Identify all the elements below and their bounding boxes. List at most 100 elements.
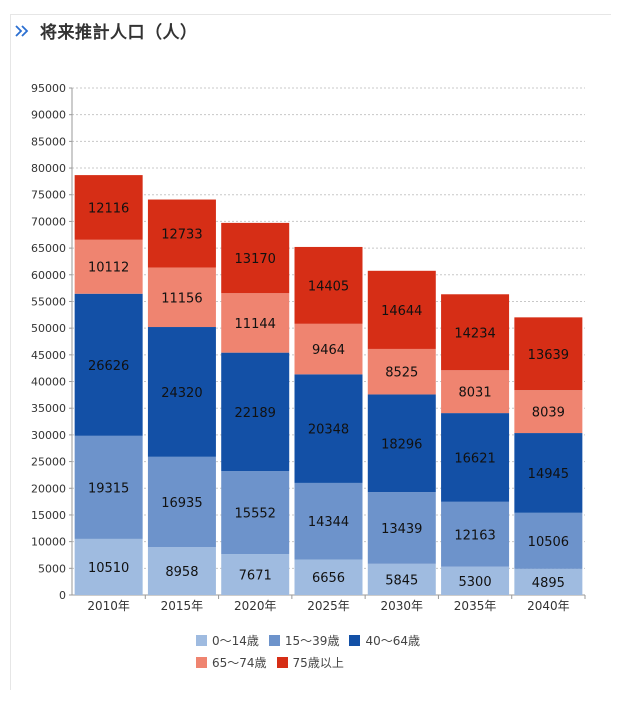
x-tick-label: 2010年 [87, 599, 130, 613]
bar-segment [74, 538, 143, 595]
bar-segment [221, 293, 290, 353]
data-label: 14344 [308, 515, 349, 530]
data-label: 8031 [459, 386, 492, 401]
y-tick-label: 40000 [31, 376, 66, 389]
data-label: 13639 [528, 348, 569, 363]
data-label: 12733 [161, 228, 202, 243]
data-label: 16621 [454, 451, 495, 466]
legend-swatch [276, 656, 288, 668]
bar-segment [514, 317, 583, 391]
x-tick-label: 2040年 [527, 599, 570, 613]
bar-segment [441, 413, 510, 502]
legend-label: 15～39歳 [284, 633, 340, 648]
data-label: 12116 [88, 201, 129, 216]
data-label: 11156 [161, 291, 202, 306]
legend-item: 40～64歳 [349, 632, 420, 649]
bar-segment [147, 547, 216, 595]
bar-segment [221, 471, 290, 555]
data-label: 11144 [235, 317, 276, 332]
legend-row: 65～74歳 75歳以上 [196, 652, 496, 672]
bar-segment [514, 568, 583, 595]
bar-segment [221, 554, 290, 595]
y-tick-label: 15000 [31, 509, 66, 522]
y-tick-label: 55000 [31, 295, 66, 308]
data-label: 19315 [88, 481, 129, 496]
bar-segment [74, 435, 143, 539]
bar-segment [147, 267, 216, 328]
bar-segment [294, 559, 363, 595]
data-label: 14945 [528, 467, 569, 482]
data-label: 16935 [161, 496, 202, 511]
bar-segment [441, 566, 510, 595]
data-label: 5845 [385, 573, 418, 588]
bar-segment [441, 370, 510, 414]
bar-segment [367, 563, 436, 595]
legend-swatch [196, 634, 207, 646]
bar-segment [514, 390, 583, 434]
y-tick-label: 70000 [31, 215, 66, 228]
bar-segment [74, 239, 143, 294]
legend-item: 65～74歳 [196, 654, 267, 671]
legend-label: 0～14歳 [212, 633, 259, 648]
y-tick-label: 35000 [31, 402, 66, 415]
data-label: 8958 [165, 565, 198, 580]
bar-segment [367, 492, 436, 564]
y-tick-label: 60000 [31, 269, 66, 282]
data-label: 22189 [235, 406, 276, 421]
data-label: 18296 [381, 437, 422, 452]
legend-label: 75歳以上 [292, 655, 344, 670]
chart-legend: 0～14歳 15～39歳 40～64歳 65～74歳 75歳以上 [196, 630, 496, 674]
legend-row: 0～14歳 15～39歳 40～64歳 [196, 630, 496, 650]
bar-segment [367, 348, 436, 395]
bar-segment [147, 456, 216, 548]
y-tick-label: 30000 [31, 429, 66, 442]
data-label: 14644 [381, 304, 422, 319]
data-label: 6656 [312, 571, 345, 586]
bar-segment [514, 512, 583, 569]
bar-segment [294, 246, 363, 324]
legend-swatch [268, 634, 280, 646]
bar-segment [74, 293, 143, 436]
data-label: 10112 [88, 261, 129, 276]
bar-segment [441, 501, 510, 567]
y-tick-label: 45000 [31, 349, 66, 362]
legend-item: 15～39歳 [268, 632, 340, 649]
data-label: 8525 [385, 366, 418, 381]
data-label: 13439 [381, 522, 422, 537]
y-tick-label: 0 [59, 589, 66, 602]
chart-header: 将来推計人口（人） [14, 18, 198, 43]
y-tick-label: 80000 [31, 162, 66, 175]
x-tick-label: 2015年 [161, 599, 204, 613]
y-tick-label: 10000 [31, 536, 66, 549]
data-label: 10506 [528, 535, 569, 550]
legend-item: 0～14歳 [196, 632, 259, 649]
x-tick-label: 2030年 [381, 599, 424, 613]
data-label: 5300 [459, 575, 492, 590]
double-chevron-right-icon [15, 24, 29, 37]
y-tick-label: 50000 [31, 322, 66, 335]
data-label: 26626 [88, 359, 129, 374]
x-tick-label: 2020年 [234, 599, 277, 613]
data-label: 15552 [235, 507, 276, 522]
bar-segment [441, 294, 510, 371]
y-tick-label: 95000 [31, 82, 66, 95]
y-tick-label: 65000 [31, 242, 66, 255]
bar-segment [147, 199, 216, 268]
data-label: 12163 [454, 528, 495, 543]
bar-segment [221, 222, 290, 294]
x-tick-label: 2025年 [307, 599, 350, 613]
legend-swatch [196, 656, 207, 668]
bar-segment [367, 270, 436, 349]
x-tick-label: 2035年 [454, 599, 497, 613]
data-label: 14405 [308, 279, 349, 294]
bar-segment [294, 374, 363, 483]
legend-item: 75歳以上 [276, 654, 344, 671]
bar-segment [147, 327, 216, 457]
bar-segment [74, 175, 143, 240]
bar-segment [294, 482, 363, 560]
bar-segment [221, 352, 290, 472]
data-label: 13170 [235, 252, 276, 267]
data-label: 10510 [88, 561, 129, 576]
legend-label: 40～64歳 [365, 633, 420, 648]
